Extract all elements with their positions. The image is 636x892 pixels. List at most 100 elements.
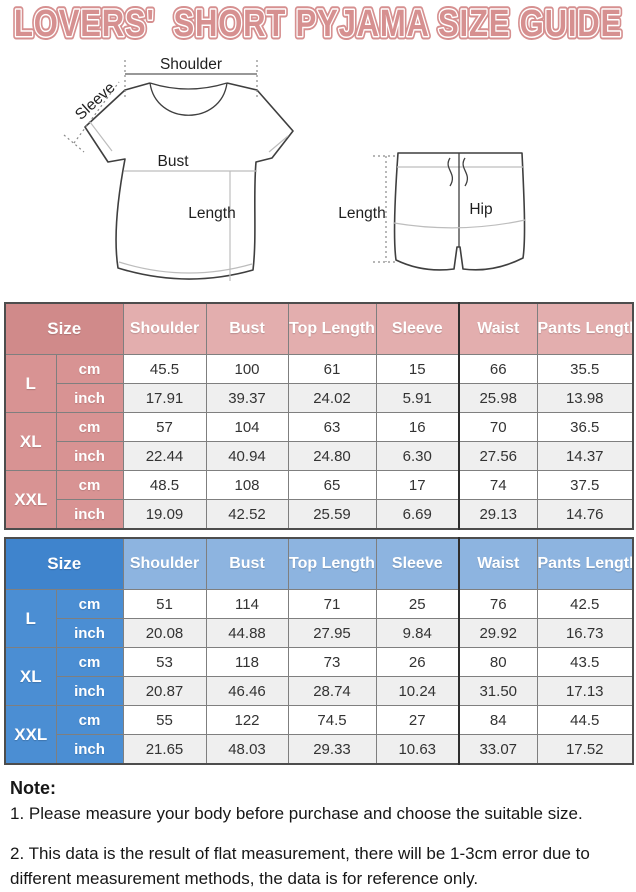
pants-length-measure-line (373, 155, 398, 263)
value-cell: 39.37 (205, 383, 289, 413)
unit-label-cm: cm (55, 647, 124, 677)
value-cell: 42.52 (205, 499, 289, 530)
sleeve-measure-line (63, 81, 120, 153)
value-cell: 6.30 (375, 441, 460, 471)
value-cell: 48.5 (122, 470, 207, 500)
unit-label-cm: cm (55, 705, 124, 735)
title-graphic: LOVERS' SHORT PYJAMA SIZE GUIDE LOVERS' … (11, 0, 625, 48)
value-cell: 65 (287, 470, 377, 500)
value-cell: 61 (287, 354, 377, 384)
tshirt-drawing (84, 82, 294, 281)
value-cell: 45.5 (122, 354, 207, 384)
shoulder-measure-ticks (124, 60, 258, 99)
tshirt-neckline (149, 82, 228, 116)
value-cell: 42.5 (536, 589, 634, 619)
value-cell: 43.5 (536, 647, 634, 677)
column-header-bust: Bust (205, 302, 289, 355)
unit-label-cm: cm (55, 470, 124, 500)
value-cell: 27.56 (458, 441, 538, 471)
column-header-pants-length: Pants Length (536, 302, 634, 355)
value-cell: 31.50 (458, 676, 538, 706)
value-cell: 16.73 (536, 618, 634, 648)
value-cell: 20.87 (122, 676, 207, 706)
value-cell: 6.69 (375, 499, 460, 530)
tshirt-measure-guides (63, 60, 258, 153)
drawstring-icon (447, 157, 469, 187)
value-cell: 73 (287, 647, 377, 677)
unit-label-inch: inch (55, 734, 124, 765)
size-header-cell: Size (4, 537, 124, 590)
unit-label-inch: inch (55, 676, 124, 706)
tshirt-outline (84, 82, 294, 280)
size-header-cell: Size (4, 302, 124, 355)
value-cell: 25.59 (287, 499, 377, 530)
value-cell: 15 (375, 354, 460, 384)
page-title-text: LOVERS' SHORT PYJAMA SIZE GUIDE (14, 3, 622, 45)
value-cell: 118 (205, 647, 289, 677)
hip-guide-line (393, 219, 526, 229)
column-header-top-length: Top Length (287, 302, 377, 355)
unit-label-cm: cm (55, 354, 124, 384)
bust-label: Bust (157, 153, 189, 170)
value-cell: 28.74 (287, 676, 377, 706)
value-cell: 40.94 (205, 441, 289, 471)
value-cell: 46.46 (205, 676, 289, 706)
shorts-drawing (393, 152, 526, 271)
value-cell: 104 (205, 412, 289, 442)
value-cell: 100 (205, 354, 289, 384)
value-cell: 26 (375, 647, 460, 677)
value-cell: 25 (375, 589, 460, 619)
column-header-shoulder: Shoulder (122, 302, 207, 355)
column-header-top-length: Top Length (287, 537, 377, 590)
shoulder-label: Shoulder (160, 56, 222, 73)
value-cell: 17.91 (122, 383, 207, 413)
value-cell: 22.44 (122, 441, 207, 471)
unit-label-inch: inch (55, 383, 124, 413)
column-header-waist: Waist (458, 302, 538, 355)
page-title-outline: LOVERS' SHORT PYJAMA SIZE GUIDE (14, 3, 622, 45)
value-cell: 66 (458, 354, 538, 384)
value-cell: 44.88 (205, 618, 289, 648)
value-cell: 63 (287, 412, 377, 442)
value-cell: 29.33 (287, 734, 377, 765)
value-cell: 55 (122, 705, 207, 735)
value-cell: 37.5 (536, 470, 634, 500)
column-header-sleeve: Sleeve (375, 537, 460, 590)
value-cell: 84 (458, 705, 538, 735)
value-cell: 24.02 (287, 383, 377, 413)
value-cell: 71 (287, 589, 377, 619)
shorts-measure-guides (373, 155, 398, 263)
hip-label: Hip (469, 201, 492, 218)
value-cell: 33.07 (458, 734, 538, 765)
value-cell: 17.52 (536, 734, 634, 765)
value-cell: 74 (458, 470, 538, 500)
column-header-sleeve: Sleeve (375, 302, 460, 355)
value-cell: 24.80 (287, 441, 377, 471)
value-cell: 36.5 (536, 412, 634, 442)
value-cell: 14.37 (536, 441, 634, 471)
size-table-men: Size Shoulder Bust Top Length Sleeve Waist Pan… (4, 537, 634, 765)
value-cell: 76 (458, 589, 538, 619)
value-cell: 25.98 (458, 383, 538, 413)
size-table-women: Size Shoulder Bust Top Length Sleeve Waist Pan… (4, 302, 634, 530)
size-label: XXL (4, 705, 57, 765)
value-cell: 21.65 (122, 734, 207, 765)
column-header-shoulder: Shoulder (122, 537, 207, 590)
unit-label-cm: cm (55, 412, 124, 442)
value-cell: 122 (205, 705, 289, 735)
value-cell: 80 (458, 647, 538, 677)
value-cell: 114 (205, 589, 289, 619)
tshirt-hem-seam (118, 261, 253, 274)
value-cell: 70 (458, 412, 538, 442)
note-section: Note: 1. Please measure your body before… (0, 772, 636, 892)
unit-label-inch: inch (55, 441, 124, 471)
value-cell: 29.92 (458, 618, 538, 648)
value-cell: 74.5 (287, 705, 377, 735)
note-item-2: 2. This data is the result of flat measu… (10, 843, 590, 889)
value-cell: 9.84 (375, 618, 460, 648)
value-cell: 20.08 (122, 618, 207, 648)
value-cell: 10.63 (375, 734, 460, 765)
size-label: XL (4, 412, 57, 471)
value-cell: 35.5 (536, 354, 634, 384)
unit-label-inch: inch (55, 618, 124, 648)
